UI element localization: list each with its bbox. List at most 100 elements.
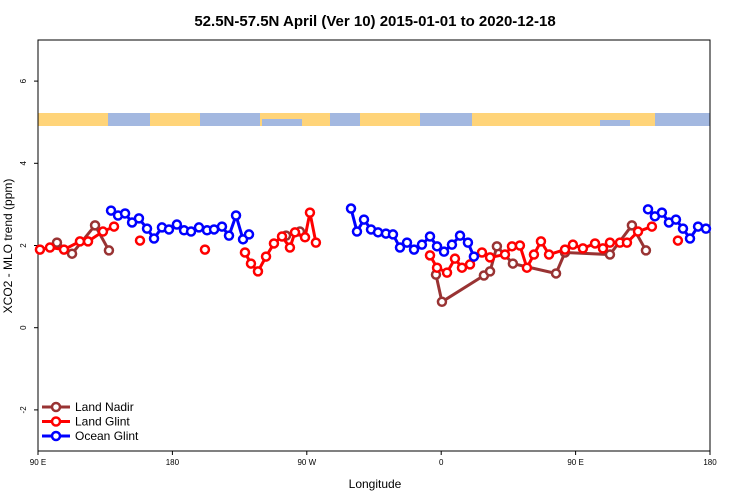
data-point xyxy=(597,243,609,254)
data-point xyxy=(345,203,357,214)
data-point xyxy=(449,253,461,264)
data-point xyxy=(604,249,616,260)
data-point xyxy=(507,258,519,269)
y-tick-label: -2 xyxy=(19,406,28,414)
data-point xyxy=(141,223,153,234)
data-point xyxy=(401,237,413,248)
data-point xyxy=(119,208,131,219)
data-point xyxy=(108,221,120,232)
data-point xyxy=(646,221,658,232)
data-point xyxy=(626,220,638,231)
data-point xyxy=(621,237,633,248)
data-point xyxy=(394,242,406,253)
data-point xyxy=(491,241,503,252)
data-point xyxy=(684,233,696,244)
data-point xyxy=(499,249,511,260)
data-point xyxy=(268,238,280,249)
data-point xyxy=(387,229,399,240)
legend-label: Land Glint xyxy=(75,415,130,429)
data-point xyxy=(284,242,296,253)
data-point xyxy=(260,251,272,262)
legend-label: Land Nadir xyxy=(75,400,134,414)
legend-marker xyxy=(50,401,62,413)
data-point xyxy=(239,247,251,258)
data-point xyxy=(484,266,496,277)
data-point xyxy=(289,227,301,238)
x-tick-label: 90 E xyxy=(30,458,46,467)
data-point xyxy=(484,252,496,263)
data-point xyxy=(51,237,63,248)
data-point xyxy=(358,214,370,225)
data-point xyxy=(577,243,589,254)
x-axis-label: Longitude xyxy=(349,477,402,491)
data-point xyxy=(456,262,468,273)
data-point xyxy=(424,250,436,261)
data-point xyxy=(34,244,46,255)
data-point xyxy=(550,268,562,279)
data-point xyxy=(464,259,476,270)
data-point xyxy=(97,226,109,237)
data-point xyxy=(163,224,175,235)
data-point xyxy=(74,236,86,247)
x-tick-label: 0 xyxy=(439,458,444,467)
data-point xyxy=(199,244,211,255)
series-line xyxy=(56,222,648,305)
data-point xyxy=(589,238,601,249)
y-tick-label: 0 xyxy=(19,325,28,330)
data-point xyxy=(543,249,555,260)
data-point xyxy=(446,239,458,250)
x-tick-label: 180 xyxy=(703,458,717,467)
data-point xyxy=(230,210,242,221)
data-point xyxy=(535,236,547,247)
data-point xyxy=(105,205,117,216)
data-point xyxy=(559,244,571,255)
data-point xyxy=(299,232,311,243)
data-point xyxy=(438,246,450,257)
x-tick-label: 90 W xyxy=(297,458,316,467)
data-point xyxy=(103,245,115,256)
y-axis-label: XCO2 - MLO trend (ppm) xyxy=(1,179,15,314)
data-point xyxy=(304,207,316,218)
chart-title: 52.5N-57.5N April (Ver 10) 2015-01-01 to… xyxy=(194,13,555,30)
y-tick-label: 4 xyxy=(19,161,28,166)
data-point xyxy=(148,233,160,244)
data-point xyxy=(656,207,668,218)
y-tick-label: 2 xyxy=(19,243,28,248)
data-point xyxy=(193,222,205,233)
data-point xyxy=(44,242,56,253)
legend-label: Ocean Glint xyxy=(75,429,139,443)
data-point xyxy=(454,230,466,241)
data-point xyxy=(416,239,428,250)
data-point xyxy=(223,230,235,241)
data-point xyxy=(514,240,526,251)
data-point xyxy=(632,226,644,237)
data-point xyxy=(185,226,197,237)
data-point xyxy=(243,229,255,240)
data-point xyxy=(372,227,384,238)
data-point xyxy=(245,258,257,269)
legend-marker xyxy=(50,430,62,442)
data-point xyxy=(468,251,480,262)
data-point xyxy=(58,244,70,255)
data-point xyxy=(408,244,420,255)
data-point xyxy=(431,241,443,252)
y-tick-label: 6 xyxy=(19,78,28,83)
data-point xyxy=(171,219,183,230)
data-point xyxy=(462,237,474,248)
data-point xyxy=(642,204,654,215)
data-point xyxy=(310,237,322,248)
data-point xyxy=(89,220,101,231)
data-point xyxy=(700,223,712,234)
x-tick-label: 180 xyxy=(166,458,180,467)
data-point xyxy=(640,245,652,256)
map-strip xyxy=(38,113,710,126)
data-point xyxy=(134,235,146,246)
data-point xyxy=(670,214,682,225)
data-point xyxy=(216,221,228,232)
data-point xyxy=(82,236,94,247)
data-point xyxy=(436,296,448,308)
data-point xyxy=(476,247,488,258)
data-point xyxy=(528,249,540,260)
data-point xyxy=(521,262,533,273)
